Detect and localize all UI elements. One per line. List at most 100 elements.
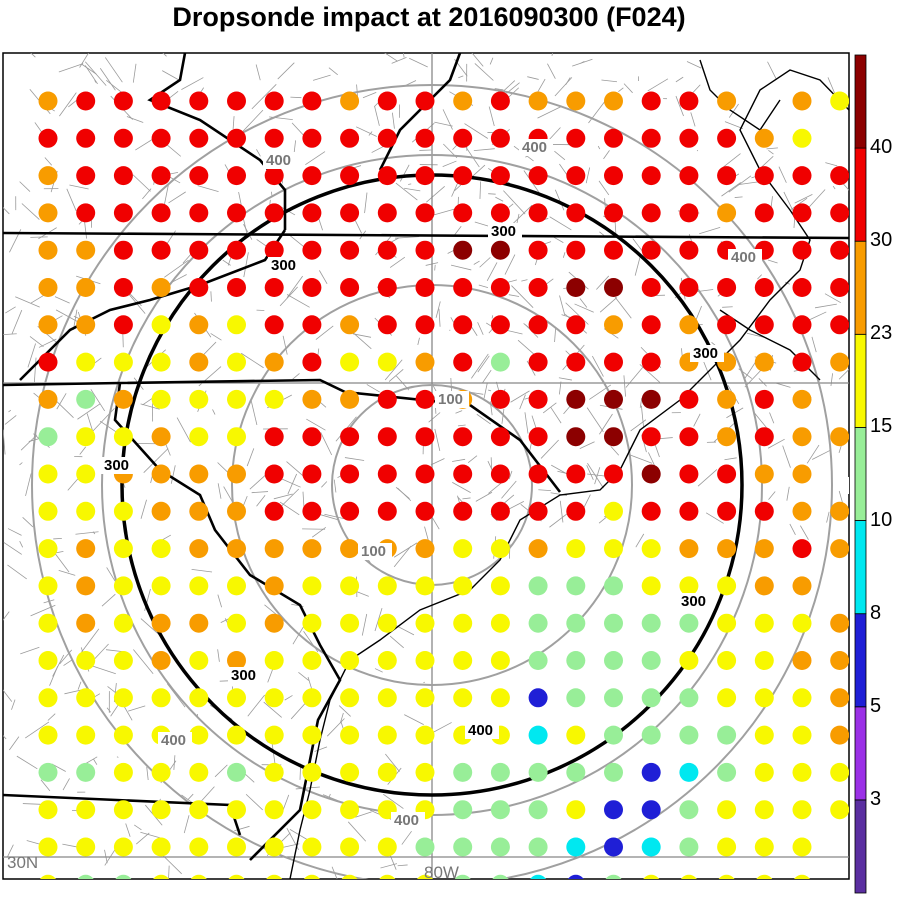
colorbar-segment	[854, 613, 867, 708]
impact-dot	[76, 613, 96, 633]
impact-dot	[679, 576, 699, 596]
impact-dot	[679, 688, 699, 708]
colorbar-segment	[854, 240, 867, 335]
impact-dot	[754, 389, 774, 409]
impact-dot	[490, 128, 510, 148]
impact-dot	[38, 688, 58, 708]
impact-dot	[115, 874, 132, 879]
impact-dot	[605, 874, 622, 879]
impact-dot	[151, 651, 171, 670]
impact-dot	[641, 315, 661, 335]
impact-dot	[415, 389, 435, 409]
impact-dot	[792, 91, 812, 111]
impact-dot	[868, 203, 887, 222]
impact-dot	[340, 762, 360, 782]
impact-dot	[377, 166, 397, 186]
impact-dot	[227, 762, 246, 782]
impact-dot	[754, 800, 774, 820]
impact-dot	[566, 762, 586, 782]
impact-dot	[264, 315, 284, 335]
impact-dot	[151, 240, 171, 260]
impact-dot	[415, 576, 435, 596]
impact-dot	[681, 874, 697, 879]
impact-dot	[189, 800, 209, 820]
impact-dot	[641, 651, 661, 670]
impact-dot	[717, 762, 737, 782]
impact-dot	[76, 837, 96, 857]
impact-dot	[566, 464, 586, 484]
impact-dot	[340, 128, 360, 148]
impact-dot	[38, 800, 58, 820]
impact-dot	[453, 315, 473, 335]
impact-dot	[415, 315, 435, 335]
impact-dot	[113, 501, 133, 521]
colorbar-segment	[854, 520, 867, 615]
impact-dot	[113, 240, 133, 260]
impact-dot	[604, 315, 623, 335]
impact-dot	[340, 688, 360, 708]
dot-layer	[38, 91, 887, 879]
impact-dot	[641, 762, 661, 782]
impact-dot	[113, 389, 133, 409]
impact-dot	[415, 203, 435, 223]
impact-dot	[528, 427, 548, 447]
impact-dot	[415, 464, 435, 484]
impact-dot	[641, 203, 661, 223]
impact-dot	[377, 613, 397, 633]
impact-dot	[566, 427, 586, 447]
impact-dot	[415, 651, 435, 670]
impact-dot	[415, 427, 435, 447]
impact-dot	[792, 501, 812, 521]
impact-dot	[490, 315, 510, 335]
impact-dot	[453, 501, 473, 521]
impact-dot	[604, 725, 623, 745]
impact-dot	[830, 725, 849, 745]
impact-dot	[604, 837, 623, 857]
impact-dot	[830, 278, 849, 297]
colorbar	[854, 54, 867, 894]
impact-dot	[641, 688, 661, 708]
impact-dot	[227, 389, 246, 409]
colorbar-tick-label: 40	[870, 136, 893, 159]
impact-dot	[228, 874, 245, 879]
impact-dot	[227, 576, 246, 596]
ring-label-bg	[848, 477, 849, 494]
impact-dot	[566, 315, 586, 335]
impact-dot	[76, 651, 96, 670]
impact-dot	[302, 688, 322, 708]
impact-dot	[566, 539, 586, 559]
impact-dot	[38, 613, 58, 633]
impact-dot	[76, 240, 96, 260]
impact-dot	[679, 203, 699, 223]
impact-dot	[415, 128, 435, 148]
impact-dot	[528, 800, 548, 820]
impact-dot	[227, 613, 246, 633]
ring-label: 400	[266, 152, 291, 169]
impact-dot	[754, 688, 774, 708]
impact-dot	[377, 278, 397, 297]
impact-dot	[643, 874, 660, 879]
impact-dot	[189, 651, 209, 670]
impact-dot	[415, 613, 435, 633]
impact-dot	[113, 725, 133, 745]
impact-dot	[189, 688, 209, 708]
impact-dot	[340, 800, 360, 820]
impact-dot	[528, 240, 548, 260]
impact-dot	[566, 166, 586, 186]
impact-dot	[679, 501, 699, 521]
impact-dot	[264, 501, 284, 521]
impact-dot	[189, 762, 209, 782]
impact-dot	[754, 539, 774, 559]
impact-dot	[641, 128, 661, 148]
impact-dot	[641, 501, 661, 521]
impact-dot	[377, 651, 397, 670]
impact-dot	[415, 240, 435, 260]
impact-dot	[76, 427, 96, 447]
impact-dot	[340, 203, 360, 223]
impact-dot	[490, 464, 510, 484]
impact-dot	[113, 427, 133, 447]
impact-dot	[490, 576, 510, 596]
impact-dot	[453, 203, 473, 223]
ring-label: 400	[394, 812, 419, 829]
